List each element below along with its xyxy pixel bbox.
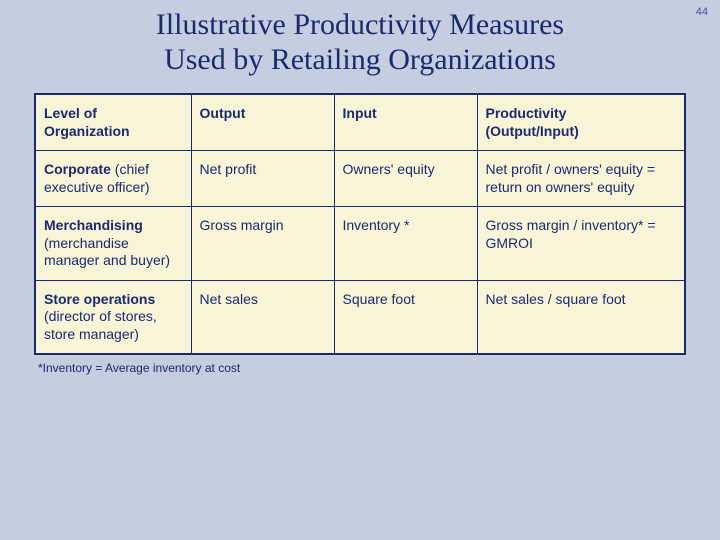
- col-header-input-l1: Input: [343, 105, 377, 121]
- cell-productivity: Net sales / square foot: [477, 280, 685, 354]
- title-line-2: Used by Retailing Organizations: [164, 43, 556, 76]
- table-header-row: Level of Organization Output Input Produ…: [35, 94, 685, 151]
- table-row: Merchandising (merchandise manager and b…: [35, 207, 685, 281]
- page-title: Illustrative Productivity Measures Used …: [0, 0, 720, 87]
- cell-output: Net profit: [191, 151, 334, 207]
- level-rest: (merchandise manager and buyer): [44, 235, 170, 269]
- cell-input: Square foot: [334, 280, 477, 354]
- table-row: Store operations (director of stores, st…: [35, 280, 685, 354]
- cell-productivity: Gross margin / inventory* = GMROI: [477, 207, 685, 281]
- level-bold: Merchandising: [44, 217, 143, 233]
- col-header-prod-l2: (Output/Input): [486, 123, 579, 139]
- title-line-1: Illustrative Productivity Measures: [156, 8, 564, 41]
- level-rest: (director of stores, store manager): [44, 308, 157, 342]
- col-header-output-l1: Output: [200, 105, 246, 121]
- page-number: 44: [696, 6, 708, 18]
- table-container: Level of Organization Output Input Produ…: [34, 93, 686, 355]
- cell-productivity: Net profit / owners' equity = return on …: [477, 151, 685, 207]
- cell-input: Owners' equity: [334, 151, 477, 207]
- cell-output: Gross margin: [191, 207, 334, 281]
- cell-level: Store operations (director of stores, st…: [35, 280, 191, 354]
- table-row: Corporate (chief executive officer) Net …: [35, 151, 685, 207]
- level-bold: Corporate: [44, 161, 111, 177]
- cell-output: Net sales: [191, 280, 334, 354]
- footnote: *Inventory = Average inventory at cost: [38, 361, 720, 375]
- col-header-prod-l1: Productivity: [486, 105, 567, 121]
- level-bold: Store operations: [44, 291, 155, 307]
- col-header-productivity: Productivity (Output/Input): [477, 94, 685, 151]
- productivity-table: Level of Organization Output Input Produ…: [34, 93, 686, 355]
- col-header-input: Input: [334, 94, 477, 151]
- col-header-level: Level of Organization: [35, 94, 191, 151]
- col-header-level-l1: Level of: [44, 105, 97, 121]
- col-header-output: Output: [191, 94, 334, 151]
- cell-level: Corporate (chief executive officer): [35, 151, 191, 207]
- col-header-level-l2: Organization: [44, 123, 130, 139]
- cell-input: Inventory *: [334, 207, 477, 281]
- cell-level: Merchandising (merchandise manager and b…: [35, 207, 191, 281]
